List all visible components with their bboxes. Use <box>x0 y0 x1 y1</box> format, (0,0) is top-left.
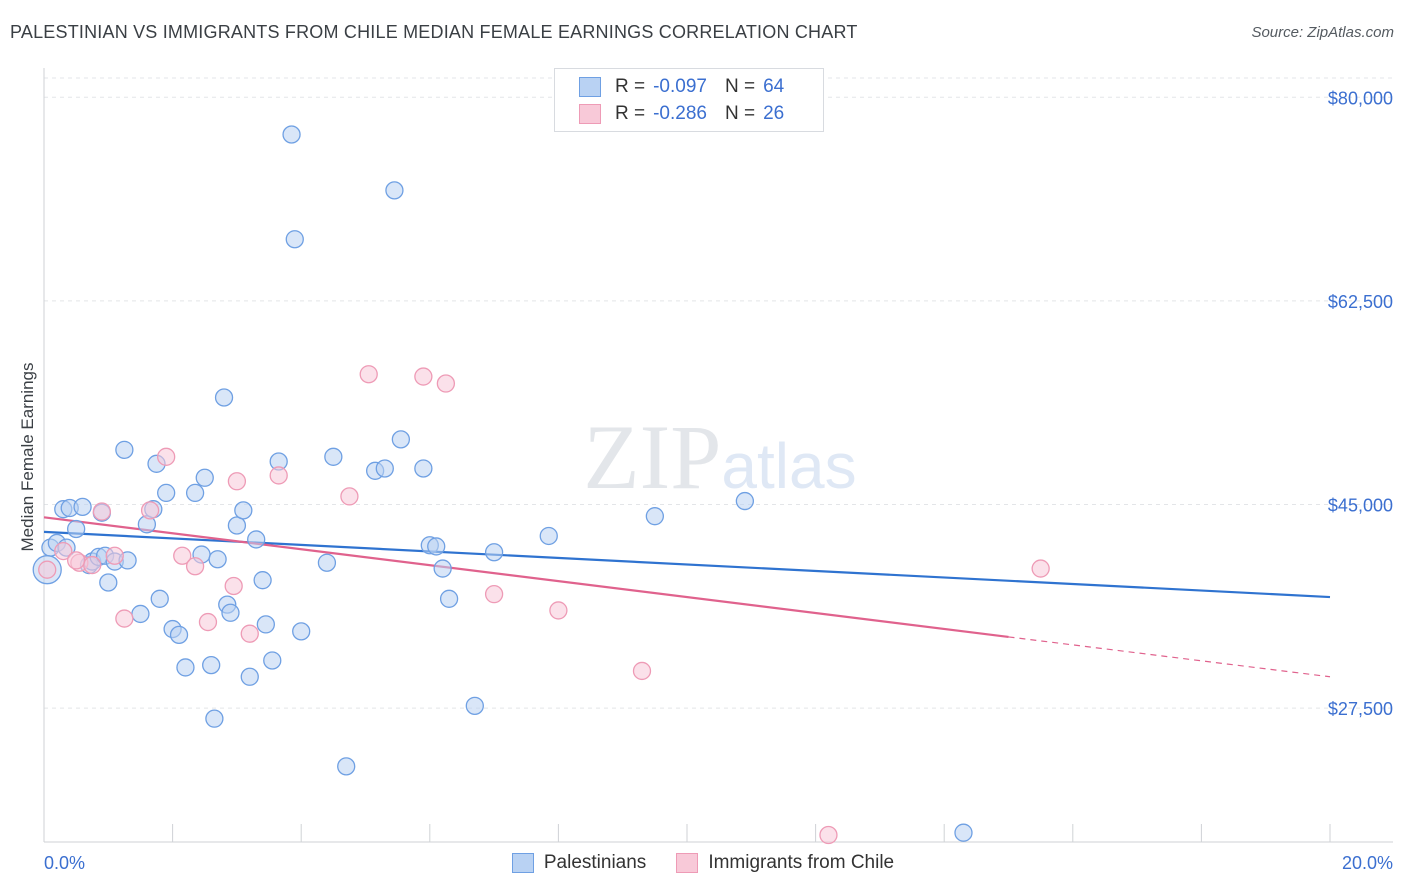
series-swatch-chile <box>676 853 699 873</box>
palestinians-point <box>465 696 484 716</box>
chile-point <box>173 546 192 565</box>
chile-point <box>414 367 433 386</box>
chile-point <box>140 501 160 520</box>
palestinians-point <box>221 603 240 622</box>
stats-legend: R = -0.097 N = 64 R = -0.286 N = 26 <box>554 68 824 132</box>
series-legend-chile[interactable]: Immigrants from Chile <box>676 852 894 874</box>
y-tick-label: $62,500 <box>1328 292 1393 312</box>
palestinians-point <box>539 526 558 546</box>
series-legend: Palestinians Immigrants from Chile <box>0 852 1406 874</box>
chile-point <box>484 584 504 604</box>
chart-title: PALESTINIAN VS IMMIGRANTS FROM CHILE MED… <box>10 22 858 42</box>
palestinians-point <box>337 757 356 776</box>
series-label-chile: Immigrants from Chile <box>708 852 895 873</box>
palestinians-point <box>202 655 221 675</box>
palestinians-point <box>375 459 394 478</box>
legend-r-label: R = <box>615 76 646 97</box>
palestinians-point <box>150 589 169 608</box>
chile-point <box>185 557 205 576</box>
series-swatch-palestinians <box>511 853 534 873</box>
y-tick-label: $80,000 <box>1328 88 1393 108</box>
chile-point <box>92 502 112 521</box>
chile-point <box>436 374 456 393</box>
palestinians-point <box>253 571 272 590</box>
legend-r-label: R = <box>615 103 646 124</box>
legend-swatch-chile <box>579 104 601 124</box>
legend-r-value: -0.097 <box>653 76 707 97</box>
x-tick-label-max: 20.0% <box>1342 853 1393 873</box>
palestinians-point <box>414 459 433 478</box>
chile-trend-line-extrapolated <box>1008 636 1331 678</box>
y-tick-label: $45,000 <box>1328 496 1393 516</box>
palestinians-point <box>67 519 86 539</box>
chile-point <box>359 365 378 384</box>
legend-swatch-palestinians <box>579 77 601 97</box>
chile-point <box>83 555 102 575</box>
palestinians-point <box>433 559 452 578</box>
palestinians-point <box>240 667 259 686</box>
legend-row-chile: R = -0.286 N = 26 <box>579 101 802 127</box>
palestinians-point <box>645 507 664 526</box>
palestinians-point <box>234 501 253 520</box>
palestinians-point <box>169 625 189 645</box>
chile-point <box>1031 559 1050 578</box>
palestinians-point <box>157 483 176 503</box>
palestinians-point <box>735 491 755 511</box>
chile-point <box>105 546 124 565</box>
palestinians-point <box>214 388 234 407</box>
palestinians-point <box>208 550 227 569</box>
palestinians-point <box>247 530 266 549</box>
chile-point <box>269 466 288 485</box>
palestinians-point <box>99 573 118 592</box>
chile-point <box>340 487 359 506</box>
palestinians-point <box>195 468 214 487</box>
chile-point <box>115 609 134 628</box>
watermark: ZIPatlas <box>583 406 856 508</box>
palestinians-point <box>73 497 92 517</box>
palestinians-point <box>256 615 275 634</box>
legend-n-label: N = <box>724 76 756 97</box>
palestinians-point <box>131 604 150 624</box>
palestinians-point <box>385 181 404 200</box>
palestinians-point <box>484 543 504 562</box>
chile-point <box>819 825 838 845</box>
chile-point <box>240 624 259 643</box>
chile-point <box>224 576 243 596</box>
legend-n-label: N = <box>724 103 756 124</box>
chile-point <box>227 472 247 491</box>
palestinians-point <box>292 622 311 641</box>
palestinians-point <box>439 589 459 608</box>
palestinians-point <box>324 447 343 466</box>
palestinians-point <box>263 651 282 670</box>
series-label-palestinians: Palestinians <box>543 852 647 873</box>
chile-point <box>38 560 57 579</box>
palestinians-point <box>176 658 195 677</box>
chile-point <box>198 612 218 632</box>
legend-row-palestinians: R = -0.097 N = 64 <box>579 74 802 100</box>
palestinians-point <box>427 537 446 556</box>
chile-trend-line <box>43 516 1009 639</box>
palestinians-point <box>282 125 301 144</box>
series-legend-palestinians[interactable]: Palestinians <box>511 852 647 874</box>
x-tick-label-min: 0.0% <box>44 853 85 873</box>
palestinians-point <box>185 483 205 503</box>
chile-point <box>157 447 176 466</box>
chile-point <box>632 661 652 681</box>
legend-r-value: -0.286 <box>653 103 707 124</box>
y-tick-label: $27,500 <box>1328 699 1393 719</box>
chile-point <box>67 551 86 570</box>
palestinians-point <box>954 823 973 842</box>
legend-n-value: 64 <box>763 76 785 97</box>
legend-n-value: 26 <box>763 103 785 124</box>
palestinians-point <box>115 440 134 460</box>
chart-source: Source: ZipAtlas.com <box>1251 24 1394 41</box>
palestinians-point <box>317 553 337 572</box>
chile-point <box>549 601 568 620</box>
palestinians-point <box>391 430 411 449</box>
palestinians-point <box>227 516 247 535</box>
chile-point <box>54 541 73 561</box>
palestinians-point <box>205 709 224 728</box>
palestinians-point <box>285 230 304 249</box>
